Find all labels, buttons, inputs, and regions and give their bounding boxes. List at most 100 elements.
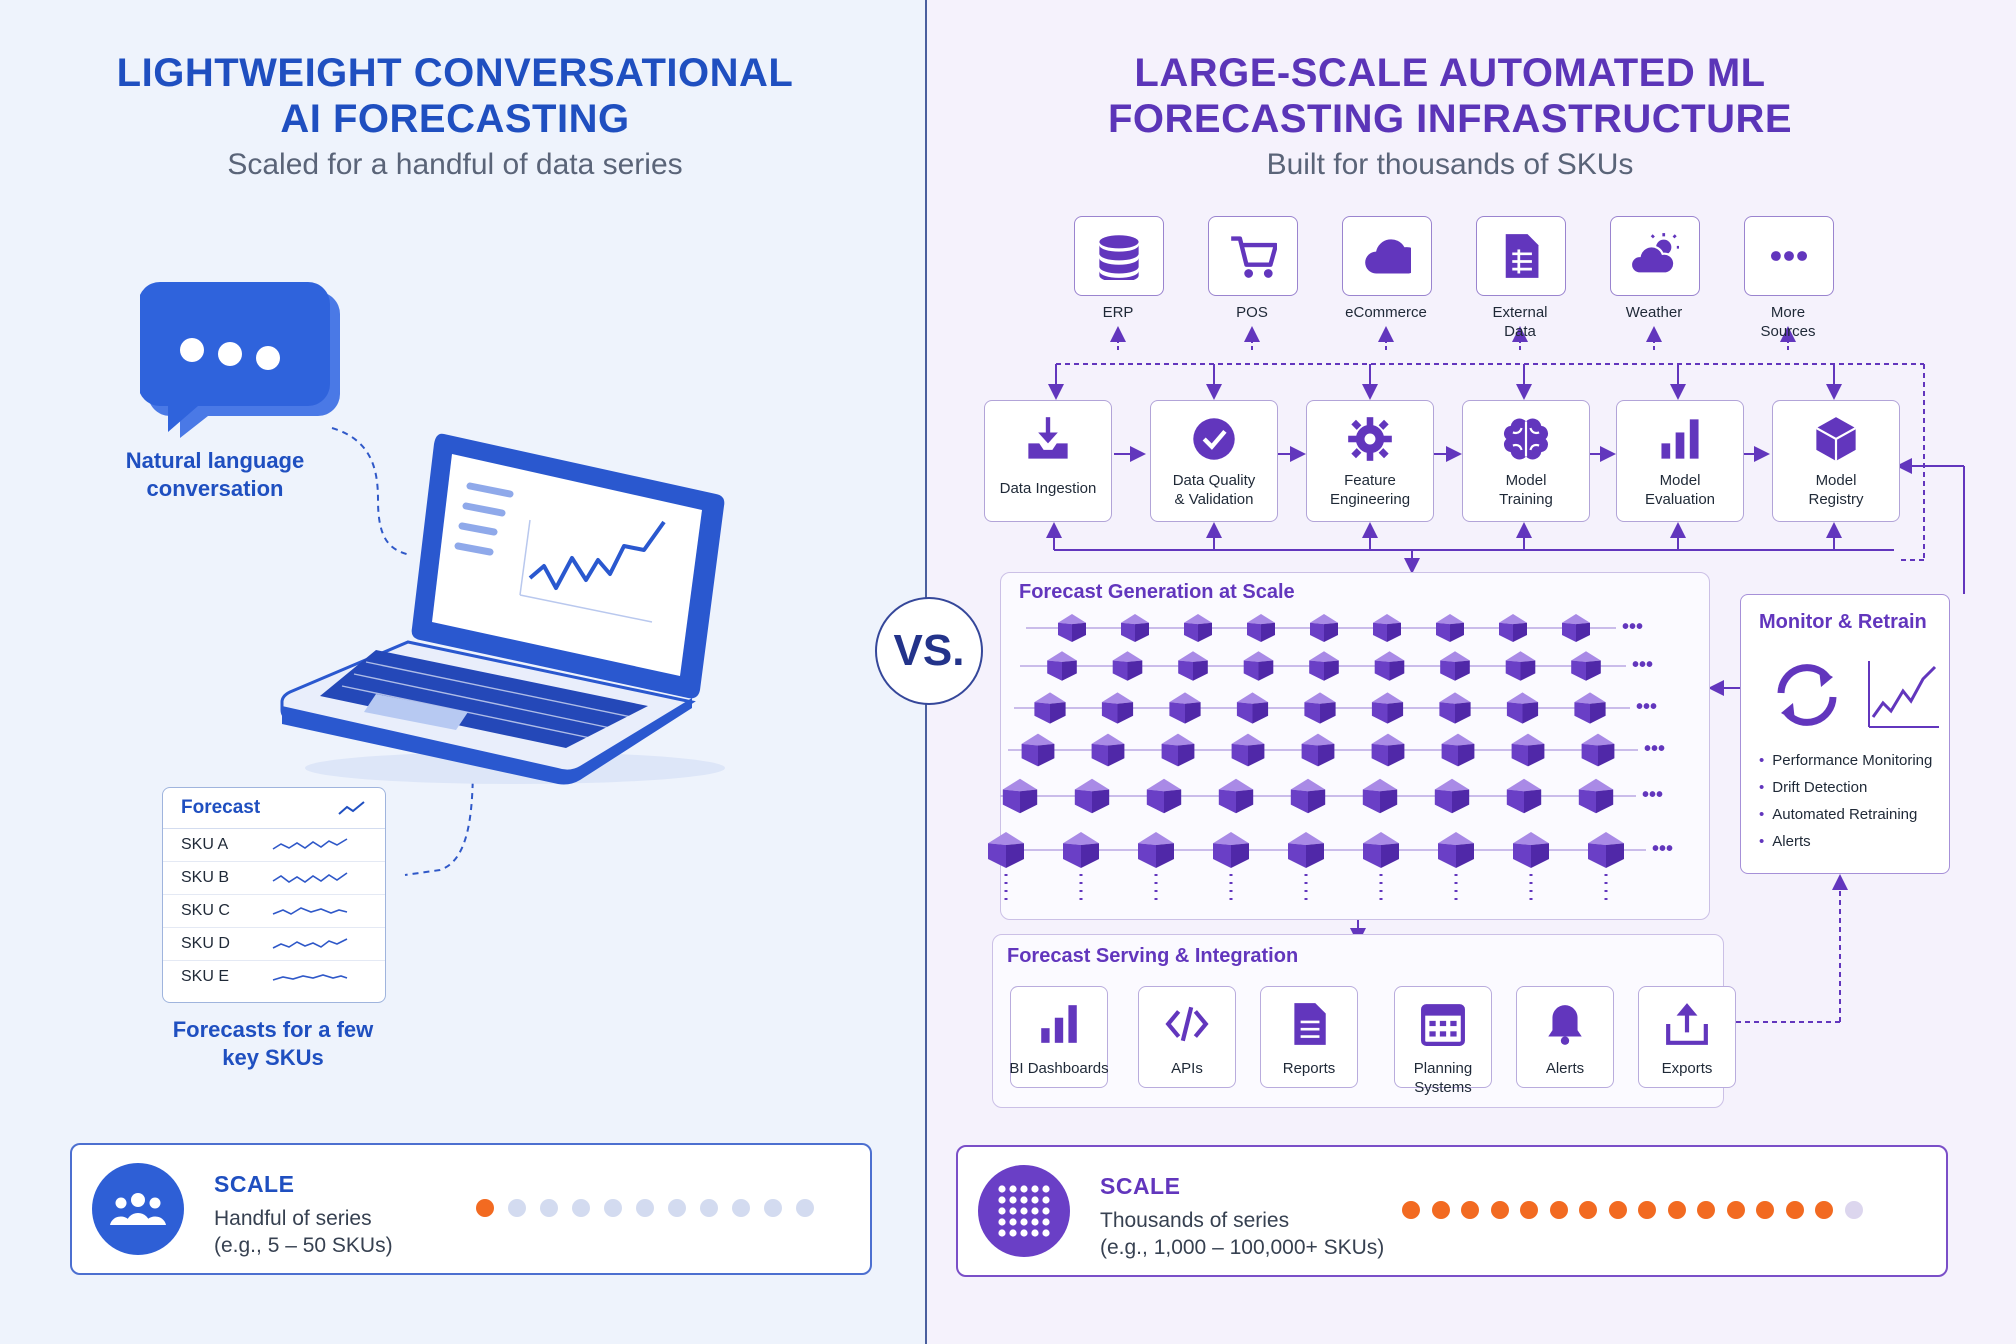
forecast-cube — [1146, 778, 1182, 814]
source-label: More Sources — [1728, 303, 1848, 341]
scale-title: SCALE — [214, 1171, 295, 1197]
scale-dot-filled — [1490, 1201, 1509, 1219]
serving-card: Alerts — [1516, 986, 1614, 1088]
forecast-cube — [1499, 614, 1527, 642]
stage-label-line1: Data Quality — [1172, 472, 1256, 489]
scale-line1: Thousands of series — [1100, 1209, 1290, 1232]
ellipsis-icon: ••• — [1632, 654, 1653, 676]
weather-icon — [1631, 233, 1679, 275]
stage-label-line1: Feature — [1344, 472, 1396, 489]
stage-label-line2: & Validation — [1174, 491, 1254, 508]
forecast-cube — [1309, 651, 1339, 681]
source-card — [1476, 216, 1566, 296]
list-item: SKU B — [163, 862, 385, 895]
serving-label: Exports — [1631, 1059, 1743, 1078]
forecast-cube — [1101, 692, 1134, 724]
forecast-cube — [1290, 778, 1326, 814]
source-label-line1: POS — [1236, 304, 1268, 321]
scale-description: Thousands of series (e.g., 1,000 – 100,0… — [1100, 1207, 1384, 1261]
serving-label-line1: Reports — [1282, 1060, 1336, 1077]
forecast-card-header: Forecast — [163, 788, 385, 829]
pipeline-stage: Model Evaluation — [1616, 400, 1744, 522]
source-label: Weather — [1594, 303, 1714, 322]
source-card — [1074, 216, 1164, 296]
stage-label: Model Evaluation — [1617, 471, 1743, 509]
serving-icon — [1011, 1001, 1107, 1047]
serving-label-line1: Planning — [1413, 1060, 1473, 1077]
forecast-cube — [1511, 733, 1545, 767]
list-item: Drift Detection — [1759, 774, 1932, 801]
left-title-line1: LIGHTWEIGHT CONVERSATIONAL — [116, 51, 794, 95]
forecast-label-line2: key SKUs — [222, 1045, 324, 1070]
scale-dot-empty — [572, 1199, 590, 1217]
vs-badge: VS. — [875, 597, 983, 705]
sparkline-icon — [272, 907, 348, 915]
scale-dot-filled — [1431, 1201, 1450, 1219]
scale-card-right: SCALE Thousands of series (e.g., 1,000 –… — [956, 1145, 1948, 1277]
forecast-cube — [1373, 614, 1401, 642]
serving-icon — [1639, 1001, 1735, 1047]
source-label-line1: External — [1492, 304, 1548, 321]
forecast-cube — [1571, 651, 1601, 681]
serving-label: Reports — [1253, 1059, 1365, 1078]
cart-icon — [1231, 236, 1277, 278]
export-icon — [1666, 1003, 1708, 1045]
cube-grid: ••• ••• ••• — [988, 614, 1673, 902]
pipeline-stage: Model Registry — [1772, 400, 1900, 522]
left-subtitle: Scaled for a handful of data series — [227, 148, 683, 181]
scale-dots — [476, 1199, 814, 1217]
right-title: LARGE-SCALE AUTOMATED ML FORECASTING INF… — [1000, 50, 1900, 142]
forecast-cube — [1506, 778, 1542, 814]
stage-icon — [985, 415, 1111, 463]
forecast-cube — [1438, 832, 1474, 868]
source-label: POS — [1192, 303, 1312, 322]
left-connectors — [331, 427, 474, 876]
stage-icon — [1773, 415, 1899, 463]
source-label-line1: eCommerce — [1345, 304, 1427, 321]
scale-dot-filled — [1756, 1201, 1774, 1219]
serving-label-line1: Alerts — [1545, 1060, 1585, 1077]
forecast-cube — [1184, 614, 1212, 642]
ellipsis-icon: ••• — [1644, 738, 1665, 760]
serving-label-line1: APIs — [1171, 1060, 1203, 1077]
forecast-cube — [1434, 778, 1470, 814]
trend-up-icon — [338, 801, 365, 815]
forecast-cube — [1441, 733, 1475, 767]
source-label-line1: ERP — [1102, 304, 1134, 321]
scale-dot-filled — [1549, 1201, 1568, 1219]
sku-label: SKU B — [181, 869, 230, 886]
scale-dot-filled — [1638, 1201, 1656, 1219]
chat-label-line2: conversation — [146, 476, 284, 501]
forecast-cube — [1002, 778, 1038, 814]
scale-dot-filled — [1726, 1201, 1745, 1219]
stage-label: Model Registry — [1773, 471, 1899, 509]
list-item: Alerts — [1759, 828, 1932, 855]
pipeline-stage: Model Training — [1462, 400, 1590, 522]
scale-dot-filled — [1402, 1201, 1420, 1219]
code-icon — [1165, 1006, 1209, 1042]
list-item: SKU A — [163, 829, 385, 862]
stage-label-line1: Model — [1659, 472, 1701, 489]
pipeline-stage: Feature Engineering — [1306, 400, 1434, 522]
source-label: eCommerce — [1326, 303, 1446, 322]
forecast-cube — [1304, 692, 1336, 724]
serving-icon — [1395, 1001, 1491, 1047]
serving-label-line1: BI Dashboards — [1009, 1060, 1109, 1077]
scale-line1: Handful of series — [214, 1207, 372, 1230]
stage-label: Data Quality & Validation — [1151, 471, 1277, 509]
forecast-cube — [1169, 692, 1201, 724]
scale-dot-empty — [604, 1199, 622, 1217]
forecast-cube — [1231, 733, 1265, 767]
people-icon — [92, 1163, 184, 1255]
forecast-cube — [1588, 832, 1624, 868]
serving-card: BI Dashboards — [1009, 986, 1109, 1088]
scale-dot-filled — [1608, 1201, 1627, 1219]
sku-label: SKU C — [181, 902, 230, 919]
serving-icon — [1261, 1001, 1357, 1047]
stage-icon — [1307, 415, 1433, 463]
sparkline-icon — [272, 838, 348, 850]
scale-dot-filled — [1579, 1201, 1597, 1219]
list-item: SKU C — [163, 895, 385, 928]
forecast-label-line1: Forecasts for a few — [172, 1017, 374, 1042]
